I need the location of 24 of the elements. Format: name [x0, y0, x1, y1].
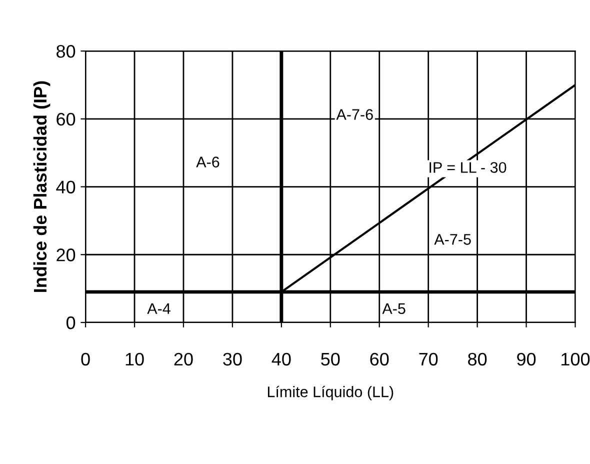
annotation: A-6	[196, 156, 220, 168]
x-tick-label: 100	[562, 352, 590, 366]
y-axis-title: Indice de Plasticidad (IP)	[33, 81, 50, 292]
annotation: A-4	[147, 303, 170, 314]
x-tick-label: 70	[419, 352, 438, 366]
y-tick-label: 0	[66, 316, 76, 330]
x-tick-label: 10	[126, 352, 144, 366]
x-tick-label: 0	[81, 352, 90, 366]
y-tick-label: 20	[56, 248, 76, 262]
x-tick-label: 40	[272, 352, 291, 366]
annotation: A-7-5	[434, 234, 471, 245]
y-tick-label: 40	[56, 180, 76, 194]
annotation: A-7-6	[336, 109, 373, 120]
x-tick-label: 30	[223, 352, 242, 366]
x-tick-label: 50	[321, 352, 340, 366]
x-tick-label: 60	[370, 352, 389, 366]
y-tick-label: 80	[56, 44, 76, 58]
x-tick-label: 20	[174, 352, 193, 366]
y-tick-label: 60	[56, 112, 76, 126]
x-axis-title: Límite Líquido (LL)	[268, 386, 394, 400]
annotation: IP = LL - 30	[430, 162, 506, 173]
annotation: A-5	[382, 303, 406, 314]
x-tick-label: 90	[517, 352, 536, 366]
x-tick-label: 80	[468, 352, 487, 366]
